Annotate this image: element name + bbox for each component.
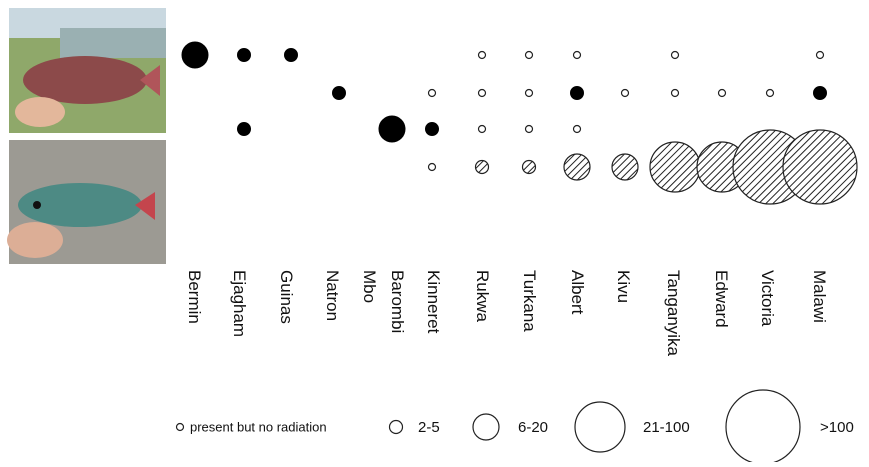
- legend-label: 21-100: [643, 419, 690, 436]
- bubble: [479, 126, 486, 133]
- bubble: [526, 126, 533, 133]
- bubble: [238, 123, 251, 136]
- legend-label: >100: [820, 419, 854, 436]
- bubble: [285, 49, 298, 62]
- bubble: [526, 90, 533, 97]
- legend-symbol: [726, 390, 800, 462]
- column-label: Albert: [568, 270, 587, 315]
- bubble: [429, 90, 436, 97]
- bubble: [379, 116, 405, 142]
- bubble: [767, 90, 774, 97]
- column-label: Malawi: [810, 270, 829, 323]
- bubble: [238, 49, 251, 62]
- plot: Bermin Ejagham Guinas Natron Mbo Barombi Kinne…: [182, 42, 857, 357]
- bubble: [574, 126, 581, 133]
- column-label: Guinas: [277, 270, 296, 324]
- column-label: Tanganyika: [664, 270, 683, 357]
- column-label: Rukwa: [473, 270, 492, 323]
- bubble: [564, 154, 590, 180]
- photo-top: [9, 8, 166, 133]
- column-label: Barombi: [388, 270, 407, 333]
- bubble: [333, 87, 346, 100]
- bubble: [650, 142, 700, 192]
- bubble: [426, 123, 439, 136]
- legend-label: 2-5: [418, 419, 440, 436]
- bubble: [612, 154, 638, 180]
- column-label: Edward: [712, 270, 731, 328]
- bubble: [574, 52, 581, 59]
- bubble: [429, 164, 436, 171]
- column-label: Kivu: [614, 270, 633, 303]
- bubble: [783, 130, 857, 204]
- column-label: Bermin: [185, 270, 204, 324]
- bubble: [672, 52, 679, 59]
- legend-symbol: [177, 424, 184, 431]
- legend-label: 6-20: [518, 419, 548, 436]
- legend-label: present but no radiation: [190, 419, 327, 434]
- column-label: Kinneret: [424, 270, 443, 334]
- bubble: [476, 161, 489, 174]
- column-label: Ejagham: [230, 270, 249, 337]
- column-label: Natron: [323, 270, 342, 321]
- legend: present but no radiation 2-5 6-20 21-100 >10…: [177, 390, 854, 462]
- bubble: [479, 90, 486, 97]
- bubble: [526, 52, 533, 59]
- bubble: [719, 90, 726, 97]
- bubble: [479, 52, 486, 59]
- bubble: [182, 42, 208, 68]
- column-label: Mbo: [360, 270, 379, 303]
- figure: Bermin Ejagham Guinas Natron Mbo Barombi Kinne…: [0, 0, 869, 462]
- legend-symbol: [390, 421, 403, 434]
- legend-symbol: [575, 402, 625, 452]
- bubble: [622, 90, 629, 97]
- bubble: [814, 87, 827, 100]
- legend-symbol: [473, 414, 499, 440]
- bubble: [571, 87, 584, 100]
- bubble: [817, 52, 824, 59]
- bubble: [523, 161, 536, 174]
- bubble: [672, 90, 679, 97]
- column-label: Turkana: [520, 270, 539, 332]
- photo-bottom: [7, 140, 166, 264]
- column-label: Victoria: [758, 270, 777, 327]
